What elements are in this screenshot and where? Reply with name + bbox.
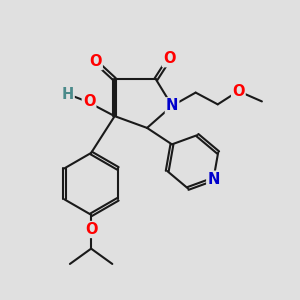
Text: H: H [61, 87, 74, 102]
Text: O: O [89, 54, 102, 69]
Text: O: O [163, 51, 175, 66]
Text: N: N [166, 98, 178, 113]
Text: O: O [85, 222, 98, 237]
Text: O: O [83, 94, 95, 109]
Text: O: O [232, 84, 244, 99]
Text: N: N [207, 172, 220, 187]
